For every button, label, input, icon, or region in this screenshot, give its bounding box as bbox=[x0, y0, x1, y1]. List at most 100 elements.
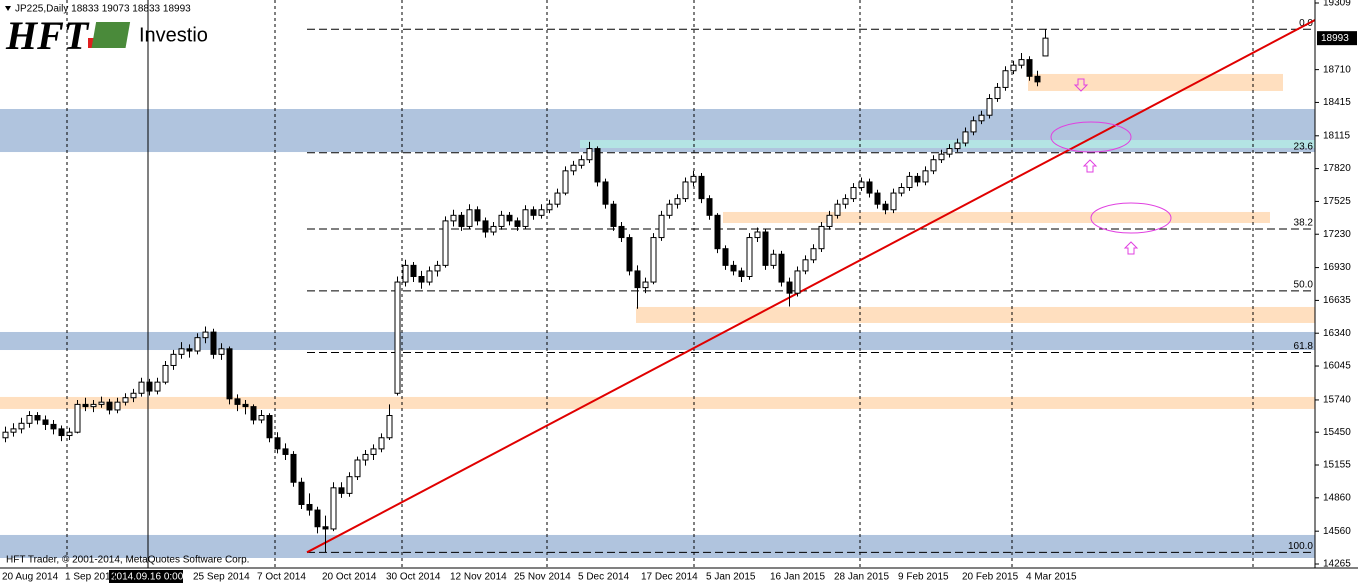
candle-body bbox=[194, 337, 201, 352]
zone bbox=[636, 306, 1315, 323]
candle-body bbox=[986, 98, 993, 116]
candle-body bbox=[746, 237, 753, 277]
y-tick-label: 16045 bbox=[1323, 361, 1351, 372]
arrow-down bbox=[1073, 78, 1089, 92]
candle-body bbox=[810, 248, 817, 261]
candle-body bbox=[34, 415, 41, 421]
candle-body bbox=[762, 231, 769, 266]
candle-body bbox=[74, 403, 81, 433]
y-tick-label: 17525 bbox=[1323, 196, 1351, 207]
candle-body bbox=[546, 203, 553, 211]
x-tick-label: 12 Nov 2014 bbox=[450, 572, 507, 583]
vertical-grid bbox=[66, 0, 1254, 568]
candle-body bbox=[66, 431, 73, 437]
candle-body bbox=[514, 220, 521, 227]
candle-body bbox=[666, 203, 673, 216]
x-tick-label: 16 Jan 2015 bbox=[770, 572, 825, 583]
candle-body bbox=[682, 181, 689, 200]
candle-body bbox=[138, 381, 145, 394]
candle-body bbox=[530, 209, 537, 216]
candle-body bbox=[586, 148, 593, 161]
fib-label: 23.6 bbox=[1294, 141, 1314, 152]
candle-body bbox=[426, 270, 433, 283]
candle-body bbox=[1042, 37, 1049, 57]
y-tick-label: 15740 bbox=[1323, 395, 1351, 406]
candle-body bbox=[754, 231, 761, 239]
candle-body bbox=[458, 214, 465, 227]
fib-label: 61.8 bbox=[1294, 341, 1314, 352]
candle-body bbox=[650, 237, 657, 283]
candle-body bbox=[1018, 59, 1025, 66]
candle-body bbox=[570, 164, 577, 172]
logo-name: Investio bbox=[139, 24, 208, 46]
y-tick-label: 15450 bbox=[1323, 427, 1351, 438]
zone bbox=[0, 331, 1315, 351]
logo-square bbox=[91, 22, 131, 48]
candle-body bbox=[90, 403, 97, 408]
y-tick-label: 17230 bbox=[1323, 229, 1351, 240]
y-tick-label: 14560 bbox=[1323, 526, 1351, 537]
candle-body bbox=[602, 181, 609, 205]
candle-body bbox=[322, 526, 329, 530]
candle-body bbox=[378, 437, 385, 450]
candle-body bbox=[610, 203, 617, 227]
x-tick-label: 28 Jan 2015 bbox=[834, 572, 889, 583]
candle-body bbox=[346, 476, 353, 494]
candle-body bbox=[842, 198, 849, 205]
candle-body bbox=[266, 415, 273, 439]
candle-body bbox=[714, 214, 721, 250]
candle-body bbox=[314, 509, 321, 528]
candle-body bbox=[250, 406, 257, 421]
candle-body bbox=[18, 422, 25, 430]
candle-body bbox=[282, 448, 289, 455]
x-tick-label: 30 Oct 2014 bbox=[386, 572, 441, 583]
price-label: 18993 bbox=[1321, 33, 1349, 44]
y-tick-label: 18415 bbox=[1323, 97, 1351, 108]
candle-body bbox=[442, 220, 449, 266]
candle-body bbox=[1010, 64, 1017, 72]
candle-body bbox=[354, 459, 361, 478]
zone bbox=[723, 211, 1270, 223]
plot: 0.0 23.6 38.2 50.0 61.8 100.0 bbox=[2, 18, 1316, 554]
candle-body bbox=[178, 348, 185, 355]
candle-body bbox=[474, 209, 481, 222]
candle-body bbox=[970, 120, 977, 133]
candle-body bbox=[946, 148, 953, 155]
candle-body bbox=[794, 270, 801, 294]
y-tick-label: 16635 bbox=[1323, 295, 1351, 306]
candle-body bbox=[1034, 75, 1041, 83]
candle-body bbox=[42, 419, 49, 425]
candle-body bbox=[890, 192, 897, 211]
candle-body bbox=[434, 264, 441, 272]
x-tick-label: 4 Mar 2015 bbox=[1026, 572, 1077, 583]
x-tick-label: 20 Feb 2015 bbox=[962, 572, 1019, 583]
candle-body bbox=[522, 209, 529, 227]
arrow-up bbox=[1123, 241, 1139, 255]
candle-body bbox=[538, 209, 545, 216]
candle-body bbox=[498, 214, 505, 227]
candle-body bbox=[418, 275, 425, 283]
candle-body bbox=[994, 86, 1001, 100]
price-box bbox=[1317, 31, 1357, 46]
candle-body bbox=[818, 225, 825, 250]
candle-body bbox=[914, 175, 921, 183]
candle-body bbox=[50, 423, 57, 430]
candle-body bbox=[410, 264, 417, 277]
x-tick-label: 17 Dec 2014 bbox=[641, 572, 698, 583]
candle-body bbox=[506, 214, 513, 222]
candle-body bbox=[98, 401, 105, 405]
crosshair-box bbox=[109, 570, 183, 583]
header-icon bbox=[5, 6, 11, 11]
candle-body bbox=[674, 198, 681, 205]
candle-body bbox=[386, 415, 393, 439]
zones bbox=[0, 73, 1315, 558]
candle-body bbox=[954, 142, 961, 150]
y-tick-label: 17820 bbox=[1323, 163, 1351, 174]
candle-body bbox=[106, 401, 113, 411]
candle-body bbox=[874, 192, 881, 205]
candle-body bbox=[218, 348, 225, 355]
candle-body bbox=[1002, 70, 1009, 88]
y-tick-label: 19309 bbox=[1323, 0, 1351, 9]
candle-body bbox=[122, 397, 129, 403]
